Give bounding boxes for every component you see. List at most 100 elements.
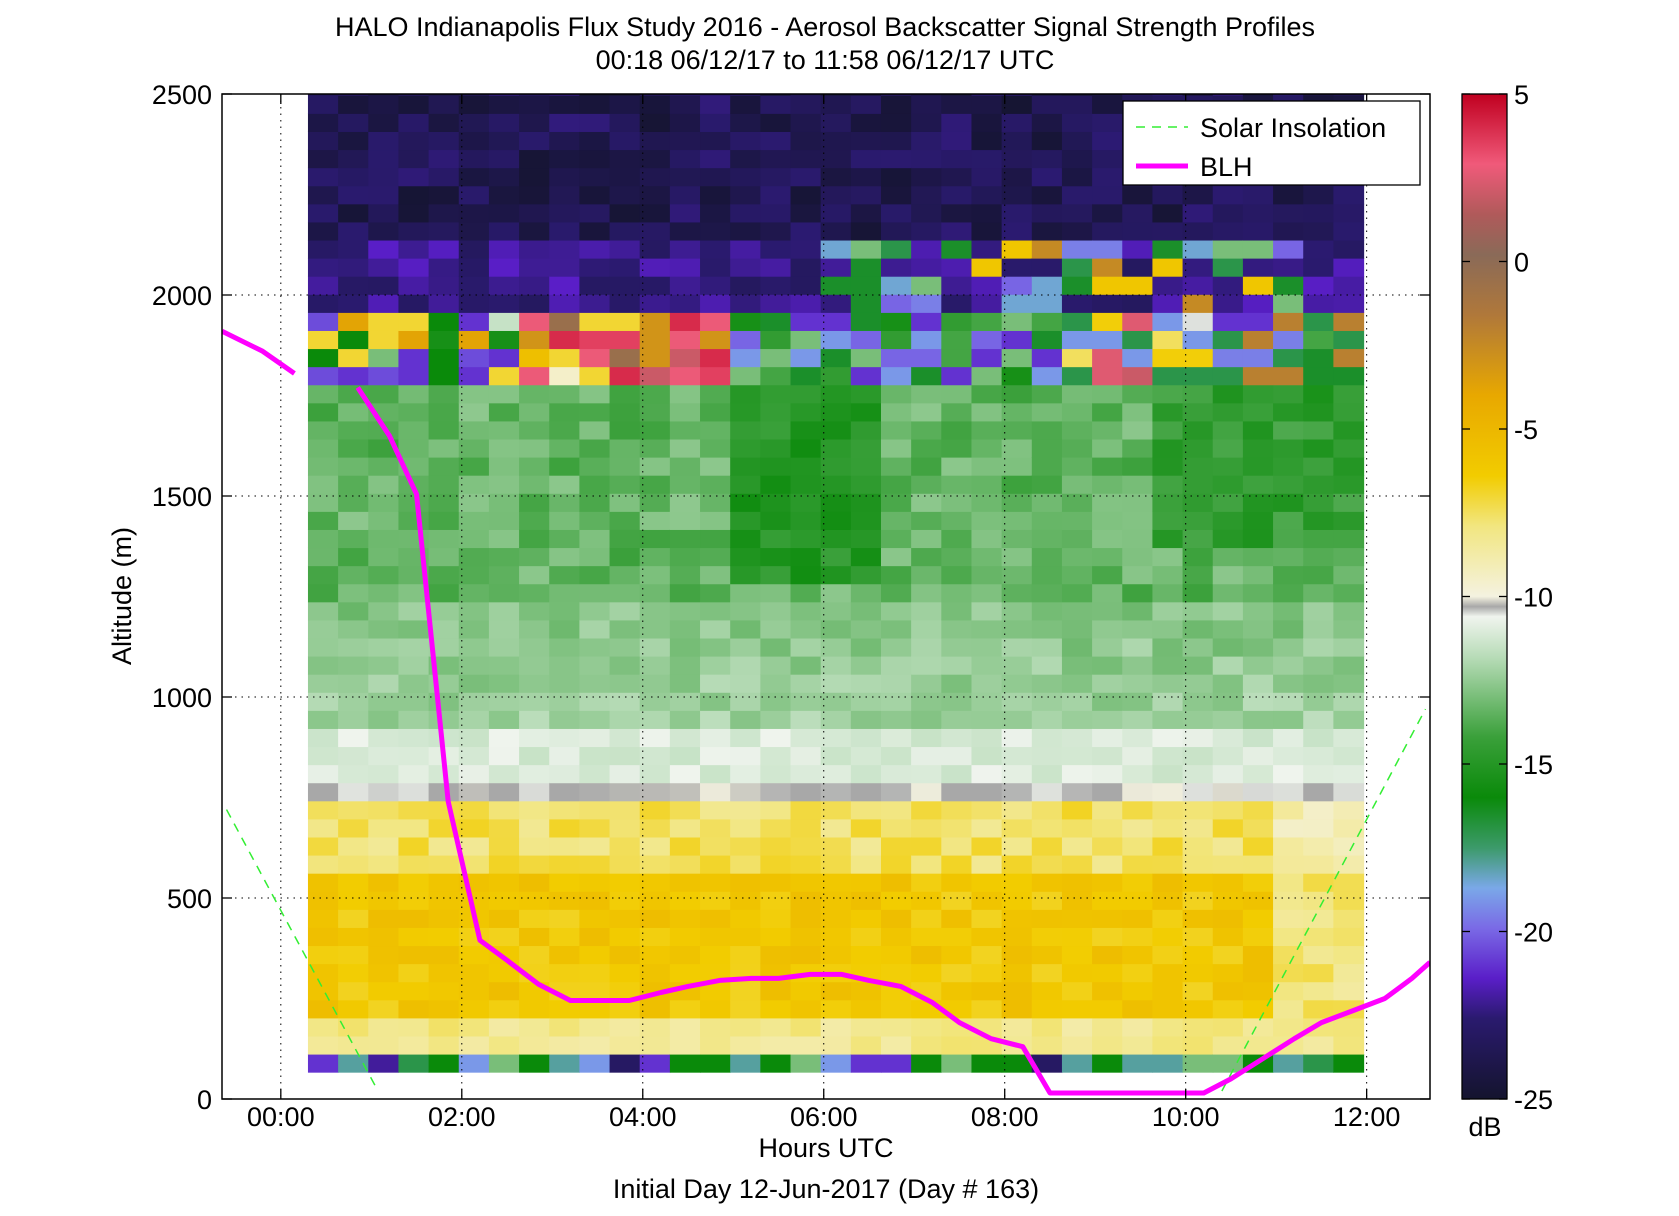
heatmap-cell bbox=[307, 1035, 339, 1055]
heatmap-cell bbox=[1212, 782, 1244, 802]
heatmap-cell bbox=[730, 710, 761, 729]
heatmap-cell bbox=[1092, 149, 1123, 169]
heatmap-cell bbox=[700, 656, 731, 675]
heatmap-cell bbox=[790, 945, 822, 965]
heatmap-cell bbox=[880, 475, 912, 494]
heatmap-cell bbox=[488, 402, 520, 422]
heatmap-cell bbox=[971, 927, 1003, 947]
heatmap-cell bbox=[307, 384, 339, 404]
heatmap-cell bbox=[1152, 1035, 1184, 1055]
heatmap-cell bbox=[971, 529, 1003, 549]
heatmap-cell bbox=[880, 529, 912, 549]
heatmap-cell bbox=[398, 511, 430, 530]
heatmap-cell bbox=[307, 258, 339, 277]
heatmap-cell bbox=[1031, 601, 1063, 621]
heatmap-cell bbox=[700, 836, 731, 856]
heatmap-cell bbox=[549, 891, 580, 910]
heatmap-cell bbox=[549, 565, 580, 585]
heatmap-cell bbox=[1031, 330, 1063, 350]
heatmap-cell bbox=[941, 927, 973, 947]
heatmap-cell bbox=[911, 366, 942, 386]
heatmap-cell bbox=[1242, 891, 1274, 910]
heatmap-cell bbox=[820, 511, 852, 530]
heatmap-cell bbox=[458, 1017, 490, 1037]
heatmap-cell bbox=[307, 493, 339, 512]
heatmap-cell bbox=[1242, 420, 1274, 440]
heatmap-cell bbox=[700, 547, 731, 567]
heatmap-cell bbox=[669, 891, 701, 910]
heatmap-cell bbox=[1182, 438, 1214, 458]
heatmap-cell bbox=[398, 95, 430, 114]
heatmap-cell bbox=[1212, 981, 1244, 1001]
heatmap-cell bbox=[1031, 366, 1063, 386]
heatmap-cell bbox=[1182, 999, 1214, 1019]
heatmap-cell bbox=[338, 963, 369, 983]
heatmap-cell bbox=[1122, 203, 1154, 223]
heatmap-cell bbox=[368, 782, 400, 802]
heatmap-cell bbox=[1273, 312, 1304, 331]
heatmap-cell bbox=[609, 131, 641, 151]
heatmap-cell bbox=[1303, 94, 1334, 96]
y-tick-label: 0 bbox=[197, 1085, 212, 1115]
heatmap-cell bbox=[368, 927, 400, 947]
heatmap-cell bbox=[579, 511, 611, 530]
heatmap-cell bbox=[850, 366, 882, 386]
heatmap-cell bbox=[579, 203, 611, 223]
heatmap-cell bbox=[700, 475, 731, 494]
heatmap-cell bbox=[911, 945, 942, 965]
heatmap-cell bbox=[941, 728, 973, 748]
heatmap-cell bbox=[368, 601, 400, 621]
heatmap-cell bbox=[1212, 674, 1244, 693]
heatmap-cell bbox=[880, 131, 912, 151]
heatmap-cell bbox=[730, 782, 761, 802]
heatmap-cell bbox=[1273, 366, 1304, 386]
heatmap-cell bbox=[549, 167, 580, 187]
heatmap-cell bbox=[1031, 511, 1063, 530]
heatmap-cell bbox=[1122, 945, 1154, 965]
heatmap-cell bbox=[1031, 728, 1063, 748]
heatmap-cell bbox=[790, 1053, 822, 1073]
heatmap-cell bbox=[850, 294, 882, 313]
heatmap-cell bbox=[971, 818, 1003, 838]
heatmap-cell bbox=[1152, 203, 1184, 223]
heatmap-cell bbox=[579, 981, 611, 1001]
heatmap-cell bbox=[669, 999, 701, 1019]
heatmap-cell bbox=[428, 637, 460, 657]
heatmap-cells bbox=[307, 94, 1365, 1073]
heatmap-cell bbox=[338, 674, 369, 693]
heatmap-cell bbox=[488, 601, 520, 621]
heatmap-cell bbox=[1122, 854, 1154, 874]
x-tick-label: 10:00 bbox=[1152, 1102, 1220, 1132]
heatmap-cell bbox=[1152, 239, 1184, 259]
heatmap-cell bbox=[880, 583, 912, 603]
heatmap-cell bbox=[880, 276, 912, 295]
heatmap-cell bbox=[790, 800, 822, 820]
heatmap-cell bbox=[549, 800, 580, 820]
heatmap-cell bbox=[549, 854, 580, 874]
heatmap-cell bbox=[1182, 601, 1214, 621]
heatmap-cell bbox=[519, 276, 550, 295]
heatmap-cell bbox=[1212, 475, 1244, 494]
heatmap-cell bbox=[820, 384, 852, 404]
heatmap-cell bbox=[730, 818, 761, 838]
heatmap-cell bbox=[368, 746, 400, 766]
heatmap-cell bbox=[1303, 999, 1334, 1019]
heatmap-cell bbox=[971, 1053, 1003, 1073]
heatmap-cell bbox=[579, 619, 611, 639]
heatmap-cell bbox=[700, 203, 731, 223]
heatmap-cell bbox=[1242, 547, 1274, 567]
colorbar-label: dB bbox=[1468, 1112, 1501, 1142]
heatmap-cell bbox=[880, 746, 912, 766]
heatmap-cell bbox=[1092, 692, 1123, 711]
heatmap-cell bbox=[850, 764, 882, 784]
heatmap-cell bbox=[1061, 493, 1093, 512]
heatmap-cell bbox=[398, 258, 430, 277]
heatmap-cell bbox=[1182, 692, 1214, 711]
heatmap-cell bbox=[971, 565, 1003, 585]
heatmap-cell bbox=[730, 800, 761, 820]
heatmap-cell bbox=[1333, 764, 1365, 784]
heatmap-cell bbox=[1001, 239, 1033, 259]
heatmap-cell bbox=[1122, 1017, 1154, 1037]
heatmap-cell bbox=[1273, 891, 1304, 910]
heatmap-cell bbox=[1001, 818, 1033, 838]
